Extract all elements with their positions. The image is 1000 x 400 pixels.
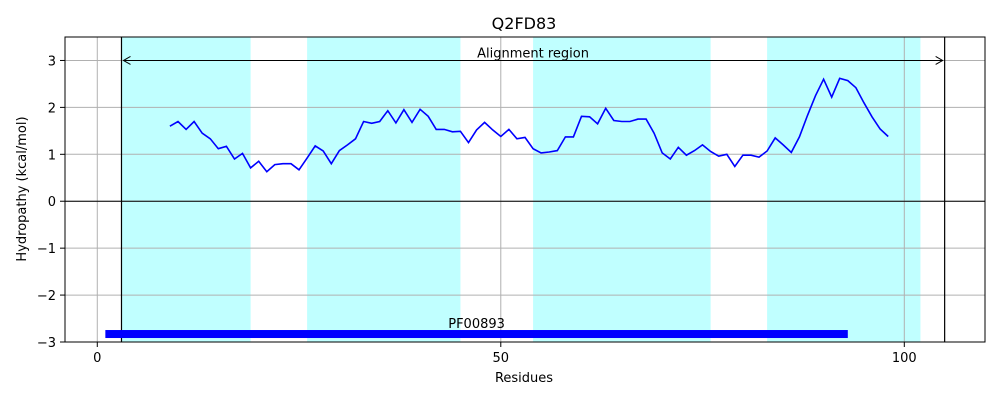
hydropathy-line bbox=[169, 77, 889, 173]
y-tick-label: 3 bbox=[48, 54, 56, 69]
y-tick-label: −1 bbox=[37, 242, 56, 257]
y-axis-label: Hydropathy (kcal/mol) bbox=[15, 116, 30, 261]
y-tick-label: −2 bbox=[37, 289, 56, 304]
shaded-region-3 bbox=[533, 37, 711, 342]
x-tick-label: 50 bbox=[493, 351, 510, 366]
plot-frame bbox=[64, 36, 986, 343]
y-tick-label: 0 bbox=[48, 195, 56, 210]
y-tick-label: −3 bbox=[37, 336, 56, 351]
y-tick-label: 2 bbox=[48, 101, 56, 116]
domain-label: PF00893 bbox=[448, 317, 505, 332]
x-tick-label: 0 bbox=[93, 351, 101, 366]
x-axis-label: Residues bbox=[495, 371, 553, 386]
alignment-arrow-left-head bbox=[122, 56, 131, 65]
chart-title: Q2FD83 bbox=[492, 14, 557, 33]
x-tick-label: 100 bbox=[892, 351, 917, 366]
shaded-region-1 bbox=[121, 37, 251, 342]
y-tick-label: 1 bbox=[48, 148, 56, 163]
alignment-region: Alignment region bbox=[120, 37, 946, 342]
shaded-region-4 bbox=[767, 37, 921, 342]
axis-ticks: 0 50 100 −3 −2 −1 0 1 2 3 bbox=[37, 54, 917, 366]
alignment-region-label: Alignment region bbox=[477, 46, 589, 61]
domain-bar bbox=[105, 330, 848, 339]
domain-bar-group: PF00893 bbox=[105, 317, 848, 339]
shaded-regions bbox=[121, 37, 921, 342]
alignment-arrow-right-head bbox=[935, 56, 944, 65]
shaded-region-2 bbox=[307, 37, 461, 342]
